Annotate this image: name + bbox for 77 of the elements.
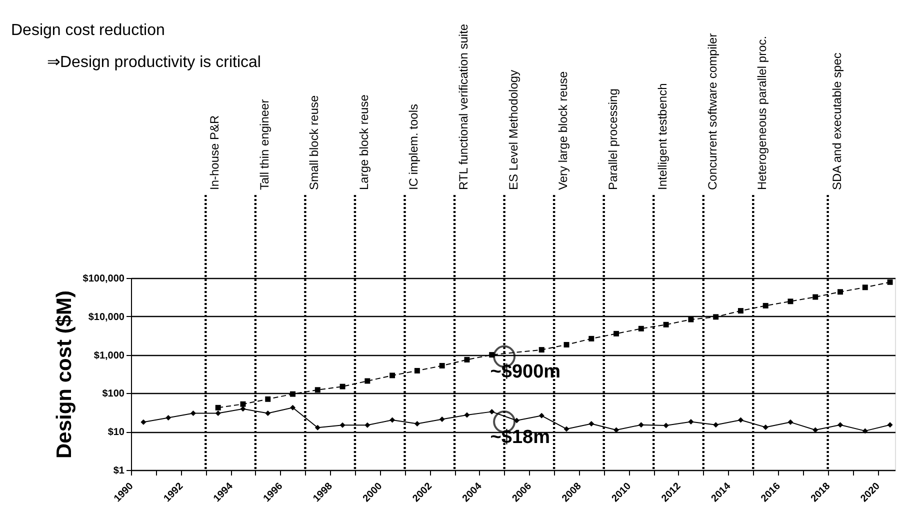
y-tick-label: $1,000: [94, 350, 125, 362]
point: [713, 422, 719, 428]
ref-line-label: RTL functional verification suite: [456, 24, 471, 190]
point: [464, 412, 470, 418]
point: [290, 404, 296, 410]
point: [166, 414, 172, 420]
point: [340, 384, 346, 390]
ref-line-label: Tall thin engineer: [257, 99, 272, 190]
point: [838, 422, 843, 428]
point: [663, 422, 669, 428]
ref-line-label: Large block reuse: [356, 94, 371, 190]
point: [390, 372, 396, 378]
point: [887, 422, 893, 428]
point: [464, 356, 470, 362]
ref-line-label: Intelligent testbench: [656, 83, 670, 190]
chart-title: Design cost reduction: [11, 22, 165, 39]
point: [887, 279, 893, 285]
point: [688, 316, 694, 322]
point: [588, 421, 594, 426]
point: [414, 421, 420, 426]
point: [314, 424, 320, 430]
ref-line-label: In-house P&R: [208, 114, 222, 190]
point: [663, 322, 669, 328]
point: [265, 396, 271, 402]
y-tick-label: $100,000: [82, 274, 125, 284]
ref-line-label: ES Level Methodology: [506, 70, 520, 190]
point: [564, 426, 570, 432]
ref-line-label: Concurrent software compiler: [705, 33, 720, 190]
point: [439, 416, 445, 422]
point: [364, 422, 370, 428]
point: [265, 410, 271, 416]
point: [140, 419, 146, 425]
point: [364, 378, 370, 384]
point: [812, 294, 818, 300]
point: [489, 408, 495, 414]
point: [638, 422, 644, 428]
point: [738, 308, 744, 314]
point: [862, 284, 868, 290]
point: [762, 424, 768, 430]
ref-line-label: Small block reuse: [307, 94, 322, 190]
ref-line-label: Heterogeneous parallel proc.: [755, 36, 770, 190]
point: [638, 326, 644, 332]
ref-line-label: SDA and executable spec: [830, 52, 844, 190]
point: [190, 410, 196, 416]
point: [538, 412, 544, 418]
point: [713, 314, 719, 320]
y-tick-label: $100: [102, 388, 125, 400]
point: [314, 387, 320, 393]
point: [788, 298, 794, 304]
ref-line-label: Very large block reuse: [556, 70, 570, 190]
point: [688, 419, 694, 425]
chart-subtitle: ⇒Design productivity is critical: [47, 54, 261, 71]
point: [862, 428, 868, 434]
point: [788, 419, 794, 425]
point: [838, 289, 843, 295]
ref-line-label: IC implem. tools: [406, 104, 421, 190]
point: [240, 401, 246, 407]
y-tick-label: $10,000: [88, 312, 125, 323]
y-tick-label: $10: [108, 427, 125, 438]
point: [340, 422, 346, 428]
annotation: ~$900m: [490, 362, 561, 383]
point: [564, 342, 570, 348]
point: [215, 404, 221, 410]
point: [290, 391, 296, 397]
y-axis-title: Design cost ($M): [52, 290, 76, 459]
point: [215, 410, 221, 416]
point: [614, 330, 620, 336]
point: [390, 417, 396, 423]
point: [414, 368, 420, 374]
point: [240, 406, 246, 412]
y-tick-label: $1: [113, 466, 125, 476]
ref-line-label: Parallel processing: [606, 88, 620, 190]
point: [588, 336, 594, 342]
point: [738, 417, 744, 423]
point: [762, 302, 768, 308]
point: [538, 347, 544, 353]
point: [439, 362, 445, 368]
